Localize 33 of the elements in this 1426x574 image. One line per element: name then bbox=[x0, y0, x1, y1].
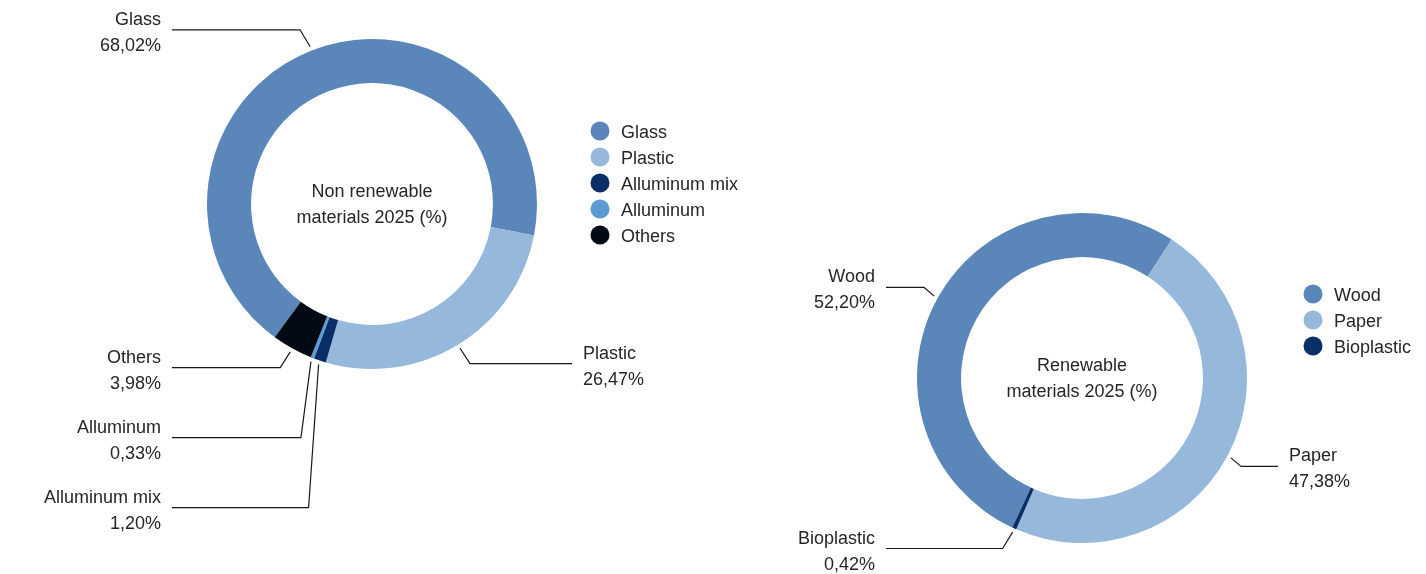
donut-slice bbox=[310, 316, 330, 359]
slice-label: Bioplastic bbox=[797, 527, 875, 548]
slice-label: Alluminum mix bbox=[43, 486, 161, 507]
slice-label: Wood bbox=[828, 266, 875, 287]
data-label: 68,02% bbox=[99, 34, 161, 55]
slice-label: Paper bbox=[1289, 445, 1338, 466]
data-label: 52,20% bbox=[813, 292, 875, 313]
donut-slice bbox=[313, 317, 339, 363]
slice-label: Alluminum bbox=[76, 416, 161, 437]
donut-slice bbox=[325, 227, 534, 369]
legend-label: Alluminum bbox=[621, 199, 706, 220]
slice-label: Plastic bbox=[583, 342, 637, 363]
legend-label: Plastic bbox=[621, 147, 675, 168]
slice-label: Glass bbox=[114, 8, 161, 29]
text: Renewable materials 2025 (%) bbox=[1006, 355, 1158, 401]
text: Non renewable materials 2025 (%) bbox=[296, 181, 448, 227]
data-label: 0,42% bbox=[823, 553, 875, 574]
legend-label: Glass bbox=[621, 121, 668, 142]
legend-label: Others bbox=[621, 225, 676, 246]
legend-label: Wood bbox=[1334, 284, 1381, 305]
donut-slice bbox=[207, 39, 537, 338]
slice-label: Others bbox=[106, 346, 161, 367]
data-label: 1,20% bbox=[109, 512, 161, 533]
legend-label: Bioplastic bbox=[1334, 336, 1412, 357]
donut-slice bbox=[917, 213, 1172, 528]
data-label: 26,47% bbox=[583, 368, 645, 389]
data-label: 3,98% bbox=[109, 372, 161, 393]
data-label: 0,33% bbox=[109, 442, 161, 463]
legend-label: Paper bbox=[1334, 310, 1383, 331]
data-label: 47,38% bbox=[1289, 471, 1351, 492]
donut-slice bbox=[274, 301, 328, 358]
donut-slice bbox=[1012, 487, 1034, 530]
legend-label: Alluminum mix bbox=[621, 173, 739, 194]
